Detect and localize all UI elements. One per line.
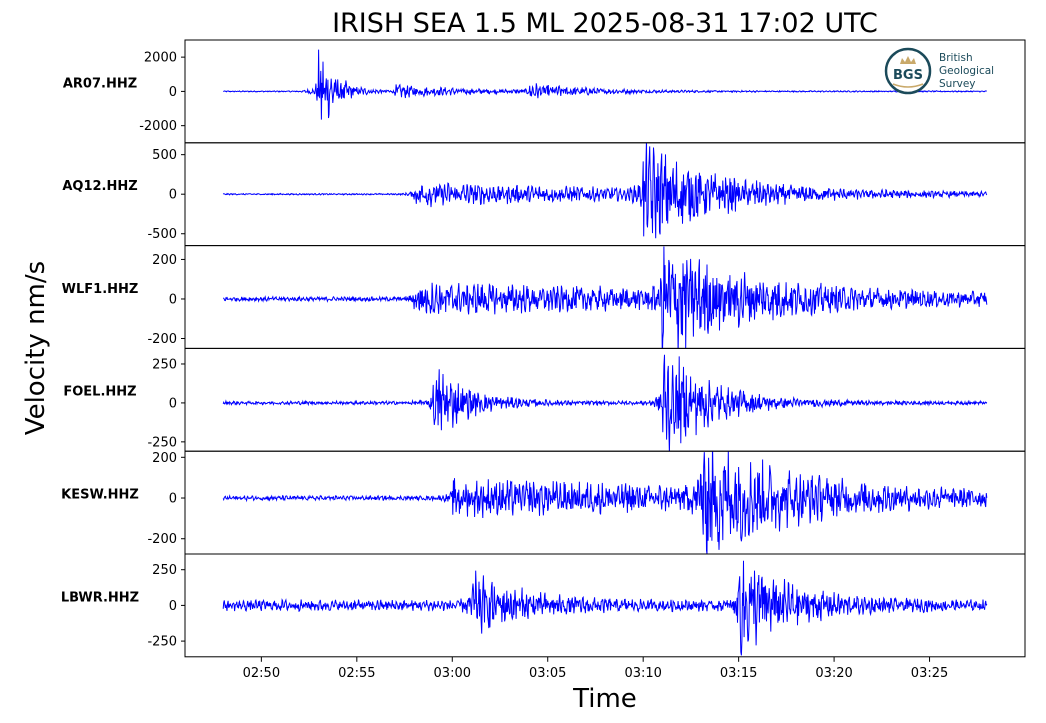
station-label: LBWR.HHZ — [61, 590, 139, 605]
y-tick-label: -200 — [147, 532, 177, 547]
trace-line — [222, 560, 988, 656]
time-axis: 02:50 02:55 03:00 03:05 03:10 03:15 03:20 03:25 — [243, 656, 948, 681]
x-tick-label: 03:00 — [434, 666, 471, 681]
y-tick-label: 250 — [152, 563, 177, 578]
y-tick-label: -250 — [147, 435, 177, 450]
trace-line — [222, 354, 988, 452]
panel-foel-hhz: 250 0 -250 FOEL.HHZ — [63, 347, 1026, 452]
chart-title: IRISH SEA 1.5 ML 2025-08-31 17:02 UTC — [332, 8, 878, 39]
station-label: AQ12.HHZ — [62, 179, 137, 194]
panel-kesw-hhz: 200 0 -200 KESW.HHZ — [61, 450, 1026, 555]
y-tick-label: 2000 — [144, 51, 177, 66]
y-tick-label: -500 — [147, 227, 177, 242]
x-tick-label: 02:55 — [338, 666, 375, 681]
station-panels: 20000-2000AR07.HHZ5000-500AQ12.HHZ2000-2… — [61, 39, 1026, 658]
y-tick-label: 0 — [169, 492, 177, 507]
x-tick-label: 02:50 — [243, 666, 280, 681]
panel-lbwr-hhz: 250 0 -250 LBWR.HHZ — [61, 553, 1026, 658]
x-tick-label: 03:15 — [720, 666, 757, 681]
trace-line — [222, 142, 988, 239]
y-axis-title: Velocity nm/s — [21, 261, 51, 435]
logo-line3: Survey — [939, 78, 976, 90]
y-tick-label: 0 — [169, 292, 177, 307]
logo-line1: British — [939, 52, 973, 64]
y-tick-label: -250 — [147, 635, 177, 650]
panel-aq12-hhz: 500 0 -500 AQ12.HHZ — [62, 142, 1026, 247]
station-label: FOEL.HHZ — [63, 385, 136, 400]
x-tick-label: 03:25 — [911, 666, 948, 681]
x-tick-label: 03:10 — [624, 666, 661, 681]
trace-line — [222, 451, 988, 555]
y-tick-label: 250 — [152, 357, 177, 372]
y-tick-label: 0 — [169, 396, 177, 411]
x-tick-label: 03:20 — [815, 666, 852, 681]
panel-ar07-hhz: 2000 0 -2000 AR07.HHZ — [63, 39, 1026, 144]
x-tick-label: 03:05 — [529, 666, 566, 681]
panel-frame — [184, 347, 1026, 452]
station-label: WLF1.HHZ — [62, 282, 139, 297]
station-label: AR07.HHZ — [63, 76, 137, 91]
y-tick-label: 0 — [169, 85, 177, 100]
panel-wlf1-hhz: 200 0 -200 WLF1.HHZ — [62, 245, 1026, 349]
logo-wave — [892, 83, 924, 88]
trace-line — [223, 49, 987, 120]
y-tick-label: 0 — [169, 599, 177, 614]
logo-abbr: BGS — [893, 68, 923, 83]
y-tick-label: 500 — [152, 148, 177, 163]
y-tick-label: 200 — [152, 253, 177, 268]
logo-ring — [884, 47, 932, 95]
trace-line — [222, 246, 988, 349]
y-tick-label: 0 — [169, 188, 177, 203]
crown-icon — [900, 56, 916, 64]
y-tick-label: -2000 — [139, 119, 177, 134]
bgs-logo: BGS British Geological Survey — [884, 47, 994, 95]
logo-line2: Geological — [939, 65, 994, 77]
station-label: KESW.HHZ — [61, 487, 139, 502]
y-tick-label: -200 — [147, 332, 177, 347]
x-axis-title: Time — [572, 684, 637, 714]
y-tick-label: 200 — [152, 451, 177, 466]
